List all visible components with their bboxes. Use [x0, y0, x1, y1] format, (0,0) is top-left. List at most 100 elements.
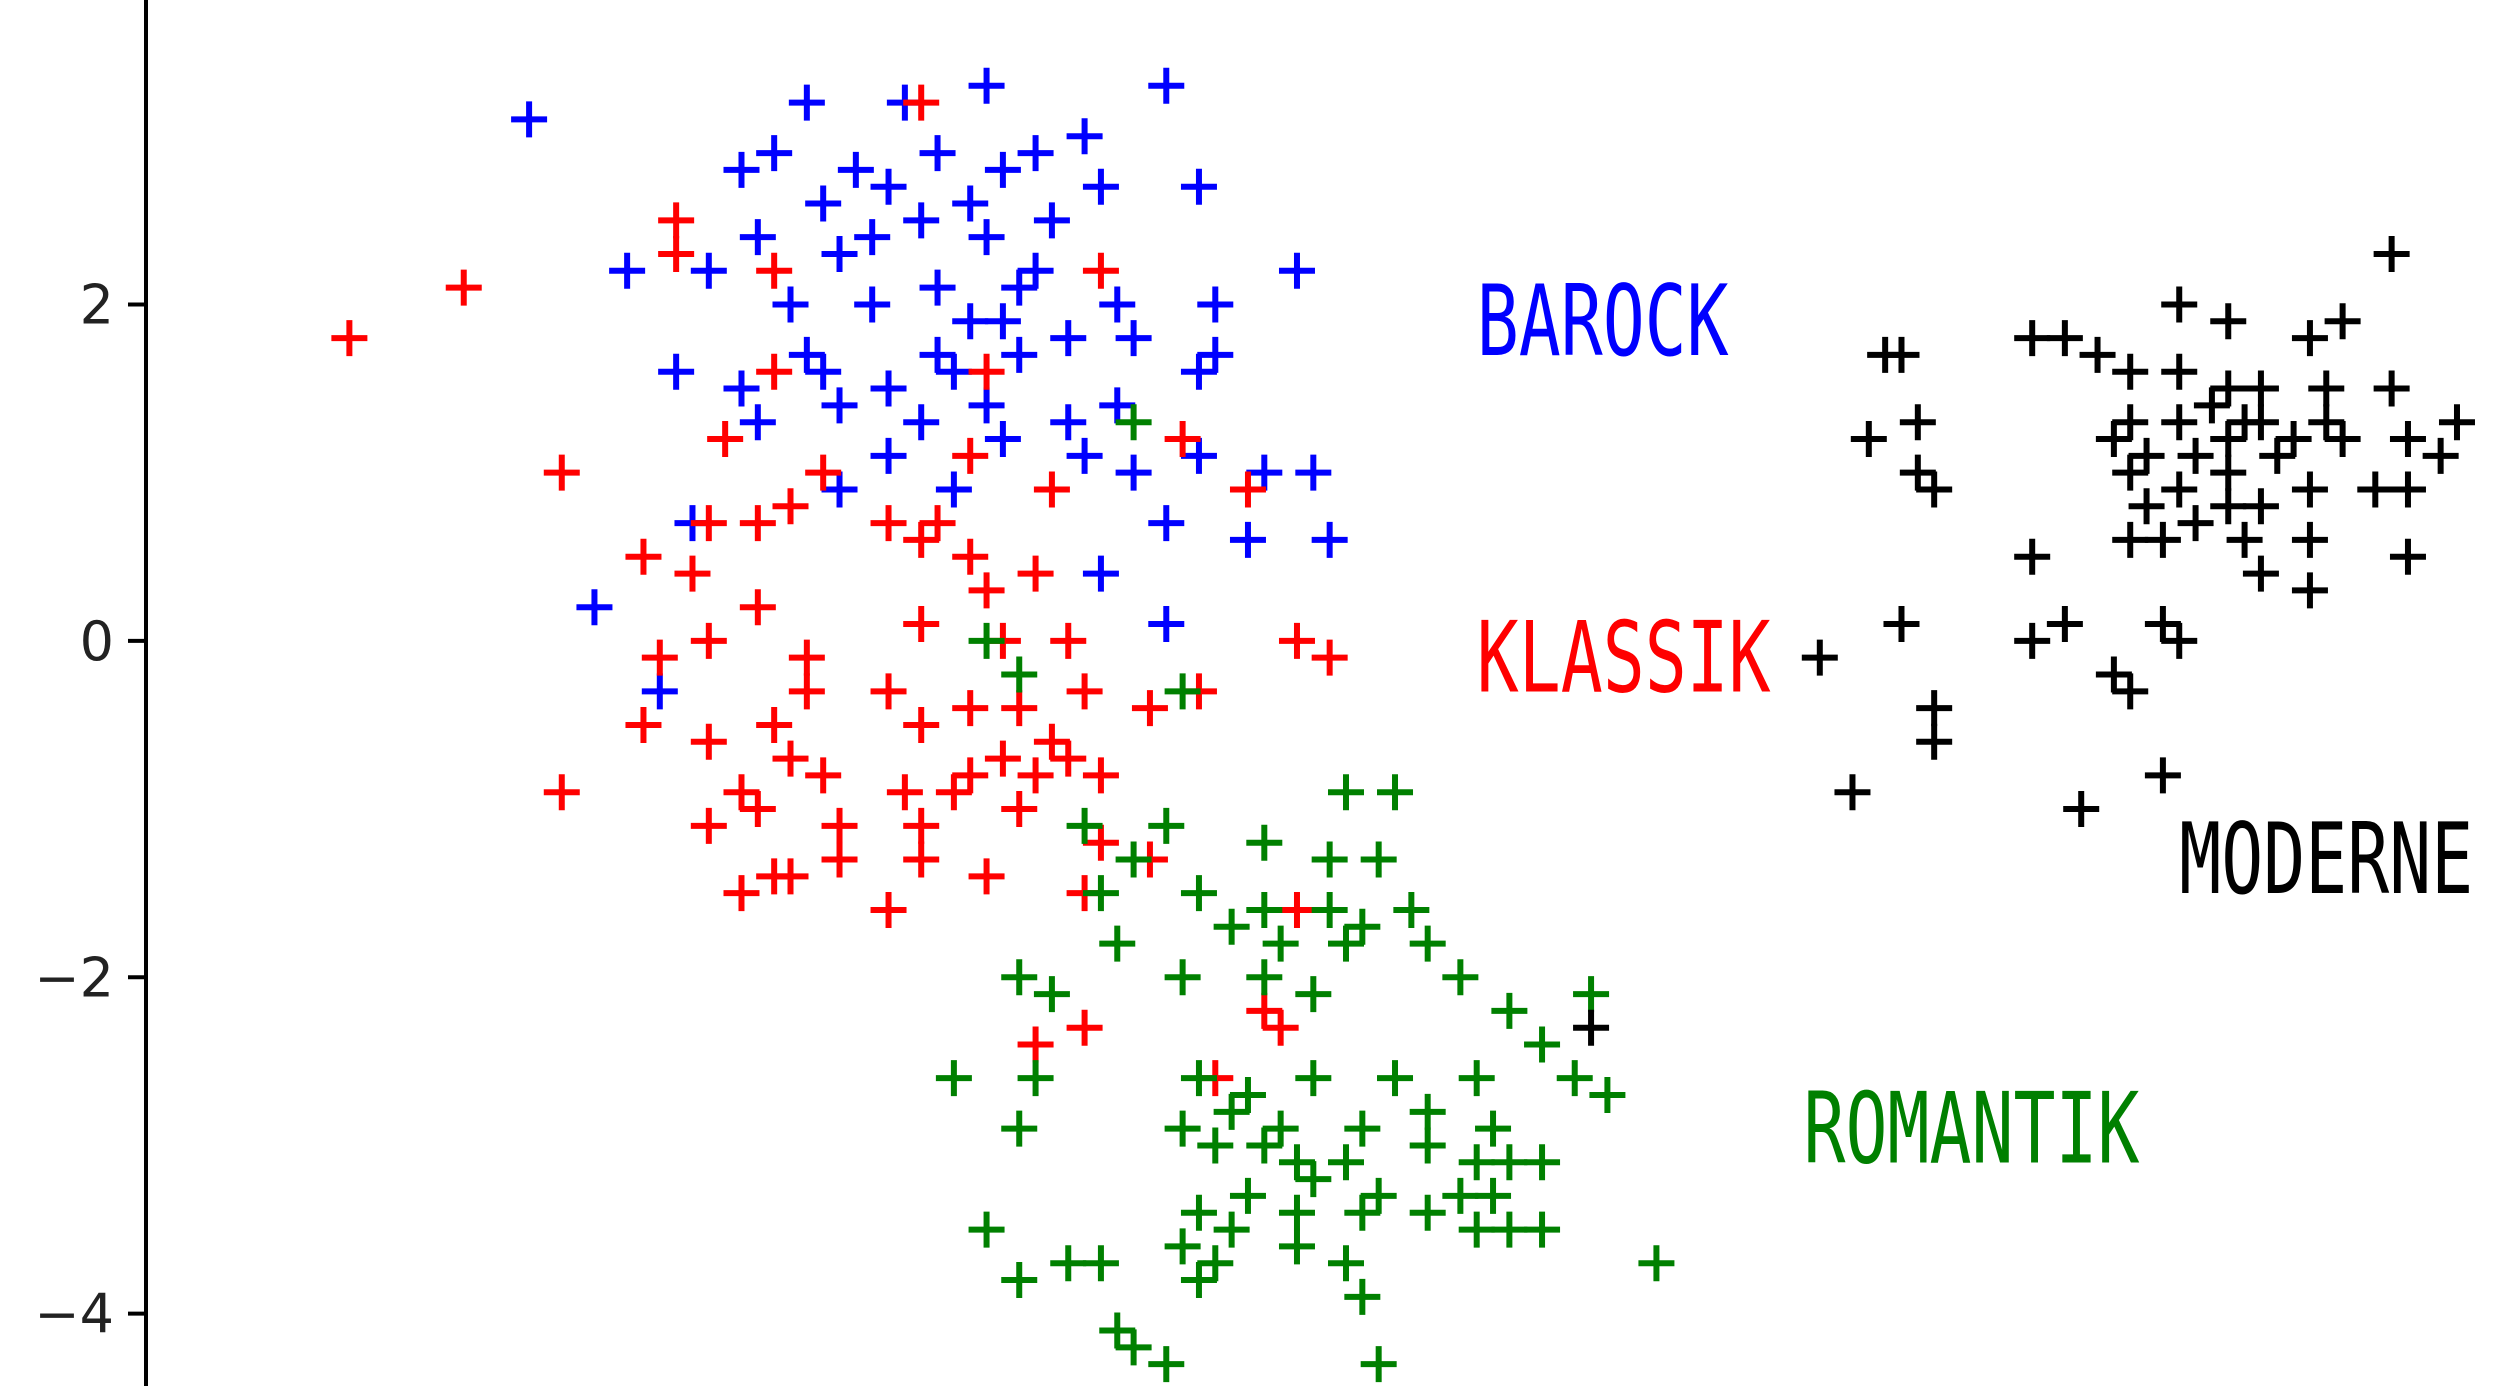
data-point: [788, 639, 825, 676]
data-point: [1050, 404, 1087, 441]
series-romantik: [935, 404, 1675, 1383]
data-point: [1180, 1060, 1217, 1097]
data-point: [935, 471, 972, 508]
data-point: [1246, 824, 1283, 861]
data-point: [1115, 320, 1152, 357]
data-point: [2128, 437, 2165, 474]
data-point: [1066, 673, 1103, 710]
data-point: [1229, 521, 1266, 558]
data-point: [1180, 1262, 1217, 1299]
data-point: [1229, 1177, 1266, 1214]
data-point: [1033, 723, 1070, 760]
data-point: [739, 219, 776, 256]
data-point: [968, 622, 1005, 659]
data-point: [870, 891, 907, 928]
data-point: [886, 774, 923, 811]
data-point: [1246, 959, 1283, 996]
data-point: [1164, 1228, 1201, 1265]
data-point: [1213, 1093, 1250, 1130]
data-point: [2161, 404, 2198, 441]
data-point: [805, 454, 842, 491]
data-point: [952, 690, 989, 727]
data-point: [1475, 1177, 1512, 1214]
data-point: [1409, 1093, 1446, 1130]
data-point: [756, 252, 793, 289]
y-tick-label: −2: [34, 946, 114, 1009]
data-point: [1278, 1144, 1315, 1181]
data-point: [2226, 404, 2263, 441]
data-point: [903, 84, 940, 121]
data-point: [1001, 791, 1038, 828]
data-point: [1197, 336, 1234, 373]
data-point: [1197, 1127, 1234, 1164]
data-point: [984, 421, 1021, 458]
data-point: [1638, 1245, 1675, 1282]
data-point: [1442, 959, 1479, 996]
data-point: [1295, 1161, 1332, 1198]
data-point: [1050, 622, 1087, 659]
data-point: [2112, 454, 2149, 491]
data-point: [1148, 505, 1185, 542]
cluster-label-romantik: ROMANTIK: [1803, 1072, 2139, 1186]
cluster-label-klassik: KLASSIK: [1477, 601, 1771, 715]
data-point: [1115, 1329, 1152, 1366]
data-point: [805, 353, 842, 390]
data-point: [903, 606, 940, 643]
data-point: [870, 673, 907, 710]
data-point: [2210, 303, 2247, 340]
data-point: [2210, 370, 2247, 407]
data-point: [952, 437, 989, 474]
data-point: [788, 84, 825, 121]
data-point: [1458, 1211, 1495, 1248]
data-point: [690, 723, 727, 760]
data-point: [1001, 690, 1038, 727]
data-point: [756, 706, 793, 743]
data-point: [952, 538, 989, 575]
data-point: [1344, 1194, 1381, 1231]
data-point: [1278, 1194, 1315, 1231]
data-point: [1491, 992, 1528, 1029]
data-point: [821, 387, 858, 424]
data-point: [2308, 404, 2345, 441]
data-point: [2275, 421, 2312, 458]
data-point: [2389, 471, 2426, 508]
data-point: [723, 774, 760, 811]
data-point: [1409, 1194, 1446, 1231]
data-point: [1328, 774, 1364, 811]
data-point: [1409, 1127, 1446, 1164]
data-point: [2079, 336, 2116, 373]
data-point: [2161, 471, 2198, 508]
cluster-labels: BAROCK KLASSIK ROMANTIK MODERNE: [1477, 265, 2474, 1186]
data-point: [1328, 925, 1364, 962]
y-axis-ticks: 2 0 −2 −4: [34, 273, 146, 1346]
data-point: [2144, 521, 2181, 558]
data-point: [543, 774, 580, 811]
data-point: [2291, 320, 2328, 357]
data-point: [870, 505, 907, 542]
data-point: [1148, 67, 1185, 104]
data-point: [690, 505, 727, 542]
data-point: [1099, 925, 1136, 962]
data-point: [1556, 1060, 1593, 1097]
data-point: [2063, 791, 2100, 828]
data-point: [2095, 421, 2132, 458]
data-point: [2259, 437, 2296, 474]
data-point: [1001, 336, 1038, 373]
data-point: [1360, 1346, 1397, 1383]
data-point: [870, 370, 907, 407]
data-point: [1001, 959, 1038, 996]
data-point: [1148, 1346, 1185, 1383]
data-point: [576, 589, 613, 626]
data-point: [903, 404, 940, 441]
data-point: [2308, 370, 2345, 407]
data-point: [1246, 454, 1283, 491]
series-moderne: [1573, 235, 2475, 1046]
data-point: [739, 791, 776, 828]
data-point: [1017, 555, 1054, 592]
data-point: [1082, 875, 1119, 912]
data-point: [625, 538, 662, 575]
y-tick-label: 0: [80, 610, 114, 673]
data-point: [1834, 774, 1871, 811]
